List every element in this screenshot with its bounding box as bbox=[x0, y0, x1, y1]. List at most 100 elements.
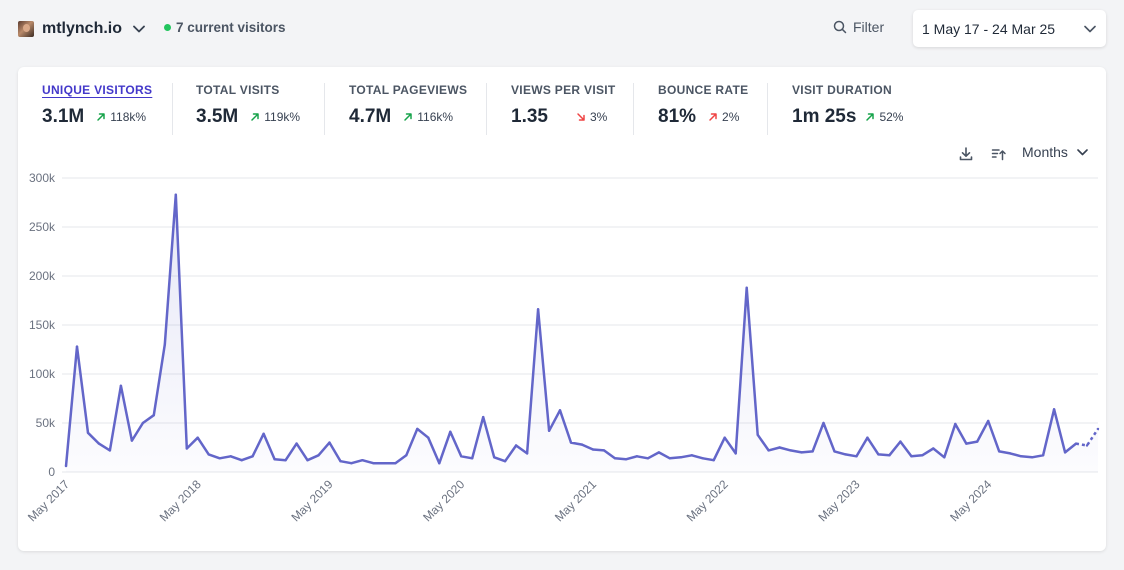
data-point[interactable] bbox=[657, 451, 661, 454]
data-point[interactable] bbox=[207, 453, 210, 456]
data-point[interactable] bbox=[822, 421, 825, 425]
data-point[interactable] bbox=[602, 449, 606, 452]
data-point[interactable] bbox=[317, 454, 320, 457]
data-point[interactable] bbox=[800, 451, 803, 454]
metric-unique-visitors[interactable]: UNIQUE VISITORS 3.1M 118k% bbox=[42, 83, 152, 137]
data-point[interactable] bbox=[580, 443, 584, 446]
data-point[interactable] bbox=[152, 414, 155, 417]
data-point[interactable] bbox=[130, 439, 134, 442]
data-point[interactable] bbox=[1074, 442, 1078, 445]
data-point[interactable] bbox=[141, 421, 145, 425]
data-point[interactable] bbox=[229, 455, 232, 458]
data-point[interactable] bbox=[932, 447, 935, 450]
data-point[interactable] bbox=[613, 457, 617, 460]
metric-total-pageviews[interactable]: TOTAL PAGEVIEWS 4.7M 116k% bbox=[349, 83, 467, 137]
data-point[interactable] bbox=[976, 440, 979, 443]
data-point[interactable] bbox=[75, 345, 79, 348]
data-point[interactable] bbox=[372, 462, 375, 465]
data-point[interactable] bbox=[998, 450, 1001, 453]
data-point[interactable] bbox=[86, 431, 90, 434]
data-point[interactable] bbox=[965, 442, 968, 445]
data-point[interactable] bbox=[987, 419, 990, 423]
data-point[interactable] bbox=[877, 453, 880, 456]
data-point[interactable] bbox=[690, 454, 693, 457]
data-point[interactable] bbox=[174, 193, 177, 196]
data-point[interactable] bbox=[646, 457, 650, 460]
data-point[interactable] bbox=[284, 459, 287, 462]
metric-total-visits[interactable]: TOTAL VISITS 3.5M 119k% bbox=[196, 83, 300, 137]
download-button[interactable] bbox=[957, 145, 975, 163]
visitors-line-chart[interactable]: 0 50k 100k 150k 200k 250k 300k May 2017 May 201… bbox=[18, 67, 1106, 551]
data-point[interactable] bbox=[438, 462, 441, 465]
metric-views-per-visit[interactable]: VIEWS PER VISIT 1.35 3% bbox=[511, 83, 616, 137]
data-point[interactable] bbox=[525, 452, 529, 455]
data-point[interactable] bbox=[262, 432, 265, 435]
data-point[interactable] bbox=[1019, 455, 1023, 458]
data-point[interactable] bbox=[591, 448, 595, 451]
data-point[interactable] bbox=[668, 457, 671, 460]
data-point[interactable] bbox=[701, 457, 704, 460]
data-point[interactable] bbox=[493, 456, 496, 459]
data-point[interactable] bbox=[536, 308, 540, 311]
data-point[interactable] bbox=[745, 286, 748, 289]
data-point[interactable] bbox=[196, 436, 199, 439]
data-point[interactable] bbox=[547, 429, 551, 432]
data-point[interactable] bbox=[778, 446, 781, 449]
data-point[interactable] bbox=[910, 455, 913, 458]
data-point[interactable] bbox=[723, 436, 726, 439]
data-point[interactable] bbox=[471, 457, 474, 460]
filter-button[interactable]: Filter bbox=[833, 19, 884, 35]
data-point[interactable] bbox=[163, 343, 166, 346]
data-point[interactable] bbox=[558, 409, 562, 412]
data-point[interactable] bbox=[503, 460, 507, 463]
data-point[interactable] bbox=[449, 430, 452, 433]
data-point[interactable] bbox=[273, 458, 276, 461]
data-point[interactable] bbox=[383, 462, 386, 465]
data-point[interactable] bbox=[1041, 454, 1045, 457]
data-point[interactable] bbox=[569, 441, 573, 444]
data-point[interactable] bbox=[844, 453, 847, 456]
data-point[interactable] bbox=[899, 440, 902, 443]
data-point[interactable] bbox=[888, 454, 891, 457]
current-visitors[interactable]: 7 current visitors bbox=[164, 20, 286, 35]
data-point[interactable] bbox=[833, 450, 836, 453]
data-point[interactable] bbox=[811, 450, 814, 453]
data-point[interactable] bbox=[64, 464, 68, 468]
site-switcher[interactable]: mtlynch.io bbox=[18, 18, 146, 40]
data-point[interactable] bbox=[185, 447, 188, 450]
data-point[interactable] bbox=[1030, 456, 1034, 459]
data-point[interactable] bbox=[119, 384, 123, 387]
data-point[interactable] bbox=[921, 454, 924, 457]
data-point[interactable] bbox=[789, 449, 792, 452]
data-point[interactable] bbox=[394, 462, 397, 465]
interval-picker[interactable]: Months bbox=[1022, 144, 1088, 160]
data-point[interactable] bbox=[1052, 408, 1056, 411]
data-point[interactable] bbox=[954, 422, 957, 426]
data-point[interactable] bbox=[350, 462, 353, 465]
data-point[interactable] bbox=[1009, 452, 1012, 455]
data-point[interactable] bbox=[514, 444, 518, 447]
data-point[interactable] bbox=[767, 449, 770, 452]
data-point[interactable] bbox=[427, 436, 430, 439]
data-point[interactable] bbox=[866, 436, 869, 439]
data-point[interactable] bbox=[251, 455, 254, 458]
data-point[interactable] bbox=[712, 459, 715, 462]
data-point[interactable] bbox=[339, 460, 342, 463]
data-point[interactable] bbox=[855, 455, 858, 458]
data-point[interactable] bbox=[943, 456, 946, 459]
data-point[interactable] bbox=[361, 459, 364, 462]
data-point[interactable] bbox=[734, 452, 737, 455]
data-point[interactable] bbox=[97, 442, 101, 445]
data-point[interactable] bbox=[756, 433, 759, 436]
import-toggle-button[interactable] bbox=[990, 145, 1008, 163]
data-point[interactable] bbox=[1085, 444, 1089, 447]
data-point[interactable] bbox=[624, 458, 628, 461]
data-point[interactable] bbox=[460, 455, 463, 458]
data-point[interactable] bbox=[416, 427, 419, 431]
data-point[interactable] bbox=[679, 456, 682, 459]
data-point[interactable] bbox=[1096, 427, 1100, 431]
data-point[interactable] bbox=[295, 442, 298, 445]
date-range-picker[interactable]: 1 May 17 - 24 Mar 25 bbox=[913, 10, 1106, 47]
data-point[interactable] bbox=[405, 454, 408, 457]
data-point[interactable] bbox=[218, 457, 221, 460]
